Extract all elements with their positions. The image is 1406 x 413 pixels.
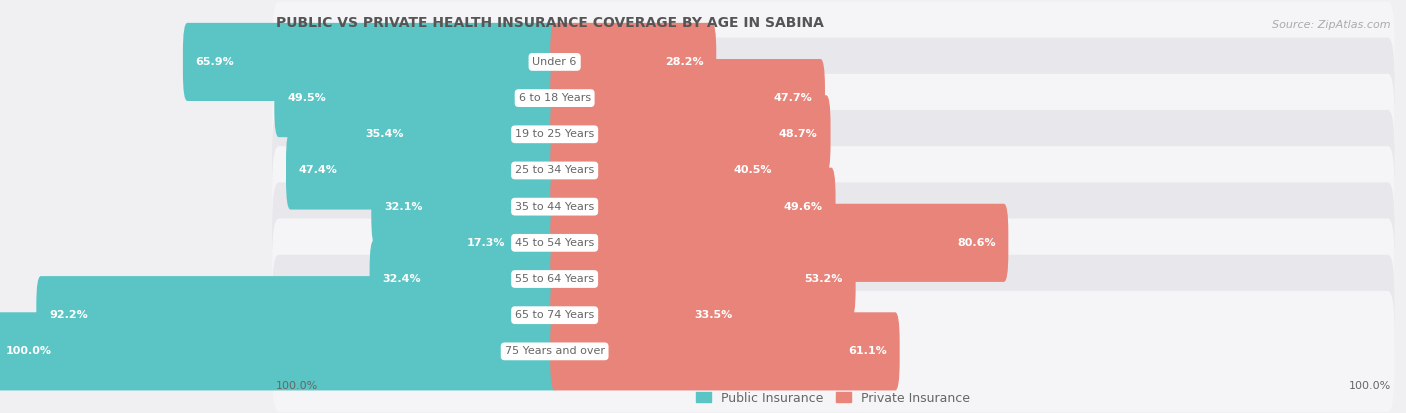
Text: 17.3%: 17.3% [467,238,505,248]
FancyBboxPatch shape [370,240,560,318]
Text: 40.5%: 40.5% [734,166,772,176]
Text: 45 to 54 Years: 45 to 54 Years [515,238,595,248]
FancyBboxPatch shape [550,240,856,318]
Text: 49.6%: 49.6% [783,202,823,211]
FancyBboxPatch shape [353,95,560,173]
FancyBboxPatch shape [550,312,900,390]
FancyBboxPatch shape [550,276,745,354]
Text: 61.1%: 61.1% [848,347,887,356]
FancyBboxPatch shape [273,1,1395,122]
Text: 75 Years and over: 75 Years and over [505,347,605,356]
FancyBboxPatch shape [550,204,1008,282]
FancyBboxPatch shape [183,23,560,101]
Text: 100.0%: 100.0% [1348,381,1391,391]
Text: 65 to 74 Years: 65 to 74 Years [515,310,595,320]
Text: 48.7%: 48.7% [779,129,818,139]
FancyBboxPatch shape [273,291,1395,412]
FancyBboxPatch shape [285,131,560,209]
FancyBboxPatch shape [371,168,560,246]
Text: 35.4%: 35.4% [366,129,404,139]
Text: Source: ZipAtlas.com: Source: ZipAtlas.com [1272,20,1391,30]
Text: 92.2%: 92.2% [49,310,89,320]
FancyBboxPatch shape [0,312,560,390]
Text: 47.7%: 47.7% [773,93,813,103]
Text: 47.4%: 47.4% [299,166,337,176]
FancyBboxPatch shape [273,74,1395,195]
FancyBboxPatch shape [273,110,1395,231]
FancyBboxPatch shape [273,218,1395,339]
Text: 80.6%: 80.6% [957,238,995,248]
Legend: Public Insurance, Private Insurance: Public Insurance, Private Insurance [696,392,970,405]
Text: 32.1%: 32.1% [384,202,423,211]
Text: 32.4%: 32.4% [382,274,420,284]
FancyBboxPatch shape [550,59,825,137]
Text: Under 6: Under 6 [533,57,576,67]
Text: 28.2%: 28.2% [665,57,703,67]
FancyBboxPatch shape [550,168,835,246]
FancyBboxPatch shape [550,131,785,209]
Text: 49.5%: 49.5% [287,93,326,103]
Text: 100.0%: 100.0% [276,381,318,391]
Text: 6 to 18 Years: 6 to 18 Years [519,93,591,103]
Text: 100.0%: 100.0% [6,347,52,356]
Text: 53.2%: 53.2% [804,274,842,284]
Text: 65.9%: 65.9% [195,57,235,67]
Text: PUBLIC VS PRIVATE HEALTH INSURANCE COVERAGE BY AGE IN SABINA: PUBLIC VS PRIVATE HEALTH INSURANCE COVER… [276,16,824,30]
FancyBboxPatch shape [273,255,1395,376]
FancyBboxPatch shape [273,38,1395,159]
Text: 25 to 34 Years: 25 to 34 Years [515,166,595,176]
Text: 19 to 25 Years: 19 to 25 Years [515,129,595,139]
FancyBboxPatch shape [550,95,831,173]
FancyBboxPatch shape [274,59,560,137]
FancyBboxPatch shape [37,276,560,354]
Text: 55 to 64 Years: 55 to 64 Years [515,274,595,284]
Text: 33.5%: 33.5% [695,310,733,320]
Text: 35 to 44 Years: 35 to 44 Years [515,202,595,211]
FancyBboxPatch shape [454,204,560,282]
FancyBboxPatch shape [550,23,716,101]
FancyBboxPatch shape [273,182,1395,303]
FancyBboxPatch shape [273,146,1395,267]
